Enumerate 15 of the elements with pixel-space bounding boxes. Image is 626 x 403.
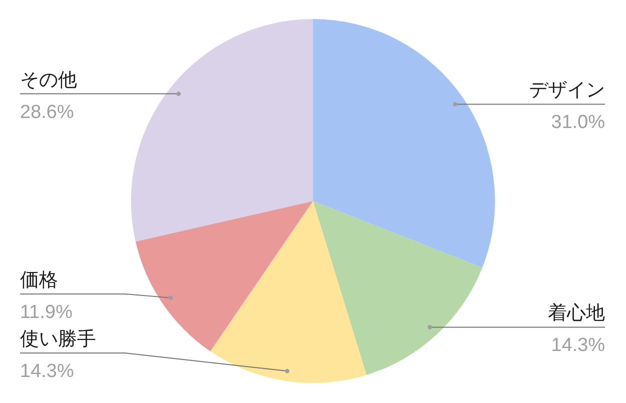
pie-slice: [210, 201, 366, 383]
data-label: 11.9%: [20, 302, 73, 323]
pie-slice: [313, 201, 482, 375]
data-label: 14.3%: [20, 361, 74, 382]
data-label: 31.0%: [551, 112, 606, 134]
pie-slice: [313, 19, 495, 268]
slice-label: その他: [20, 68, 77, 91]
slice-label: 使い勝手: [20, 328, 96, 350]
pie-slice: [136, 201, 313, 352]
data-label: 14.3%: [551, 335, 606, 356]
data-label: 28.6%: [20, 102, 74, 123]
slice-label: デザイン: [529, 79, 605, 102]
slice-label: 価格: [20, 269, 58, 291]
pie-slice: [131, 19, 313, 242]
slice-label: 着心地: [548, 302, 605, 324]
